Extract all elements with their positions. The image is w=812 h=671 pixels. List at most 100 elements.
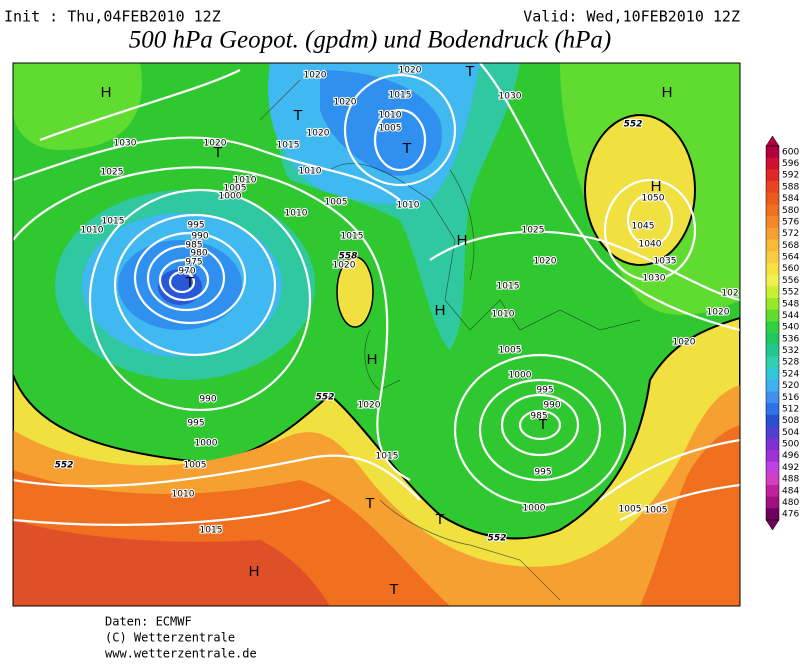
init-time: Init : Thu,04FEB2010 12Z — [4, 8, 221, 26]
colorbar-label: 484 — [782, 486, 799, 496]
isobar-label: 1030 — [643, 274, 666, 284]
isobar-label: 1010 — [492, 310, 515, 320]
colorbar-swatch — [766, 344, 779, 357]
isobar-label: 1005 — [645, 506, 668, 516]
colorbar-label: 500 — [782, 440, 799, 450]
colorbar-swatch — [766, 192, 779, 205]
footer-copyright: (C) Wetterzentrale — [105, 631, 235, 645]
contour-label: 552 — [488, 534, 507, 544]
isobar-label: 1020 — [358, 401, 381, 411]
isobar-label: 1025 — [522, 226, 545, 236]
colorbar-frame — [765, 145, 780, 521]
colorbar-label: 596 — [782, 159, 799, 169]
isobar-label: 1040 — [639, 240, 662, 250]
isobar-label: 1025 — [101, 168, 124, 178]
isobar-label: 1020 — [333, 261, 356, 271]
isobar-label: 1020 — [673, 338, 696, 348]
field-orange-east — [640, 425, 740, 606]
colorbar-label: 568 — [782, 241, 799, 251]
isobar-label: 995 — [536, 386, 553, 396]
contour-label: 552 — [624, 120, 643, 130]
valid-time: Valid: Wed,10FEB2010 12Z — [523, 8, 740, 26]
isobar-label: 1000 — [509, 371, 532, 381]
isobar-label: 1010 — [299, 167, 322, 177]
isobar-label: 985 — [530, 412, 547, 422]
isobar-label: 985 — [185, 241, 202, 251]
colorbar-swatch — [766, 461, 779, 474]
isobar-label: 1005 — [619, 505, 642, 515]
pressure-center: T — [213, 144, 222, 161]
colorbar-swatch — [766, 333, 779, 346]
colorbar-label: 492 — [782, 463, 799, 473]
colorbar-label: 552 — [782, 288, 799, 298]
isobar-label: 1010 — [81, 226, 104, 236]
colorbar-swatch — [766, 286, 779, 299]
isobar-label: 1000 — [523, 504, 546, 514]
isobar-label: 1015 — [376, 452, 399, 462]
colorbar-label: 540 — [782, 323, 799, 333]
colorbar-swatch — [766, 274, 779, 287]
colorbar-label: 600 — [782, 147, 799, 157]
colorbar-label: 548 — [782, 299, 799, 309]
isobar-label: 1015 — [200, 526, 223, 536]
isobar-label: 1020 — [399, 66, 422, 76]
field-lightgreen — [13, 63, 142, 150]
pressure-center: T — [185, 274, 194, 291]
pressure-center: T — [435, 511, 444, 528]
isobar-label: 1010 — [234, 176, 257, 186]
isobar-label: 1035 — [654, 257, 677, 267]
pressure-center: H — [457, 232, 468, 249]
isobar-label: 980 — [190, 249, 207, 259]
isobar-label: 1010 — [397, 201, 420, 211]
colorbar-label: 524 — [782, 369, 799, 379]
colorbar-label: 496 — [782, 451, 799, 461]
isobar-label: 990 — [191, 232, 208, 242]
colorbar-label: 480 — [782, 498, 799, 508]
isobar-label: 995 — [187, 419, 204, 429]
colorbar-swatch — [766, 496, 779, 509]
map-border — [12, 62, 741, 607]
colorbar-label: 528 — [782, 358, 799, 368]
isobar-label: 1045 — [632, 222, 655, 232]
isobar-label: 1020 — [334, 98, 357, 108]
isobar-label: 1005 — [325, 198, 348, 208]
colorbar: 6005965925885845805765725685645605565525… — [765, 135, 799, 531]
isobar-label: 1000 — [195, 439, 218, 449]
colorbar-swatch — [766, 473, 779, 486]
colorbar-swatch — [766, 391, 779, 404]
colorbar-swatch — [766, 449, 779, 463]
colorbar-swatch — [766, 297, 779, 311]
colorbar-label: 488 — [782, 475, 799, 485]
colorbar-swatch — [766, 262, 779, 276]
isobar-label: 995 — [187, 221, 204, 231]
colorbar-swatch — [766, 251, 779, 264]
isobar-label: 1005 — [224, 184, 247, 194]
colorbar-swatch — [766, 309, 779, 322]
isobar-label: 1020 — [534, 257, 557, 267]
isobar-label: 1020 — [304, 71, 327, 81]
colorbar-label: 532 — [782, 346, 799, 356]
colorbar-label: 572 — [782, 229, 799, 239]
pressure-center: H — [662, 84, 673, 101]
colorbar-label: 592 — [782, 171, 799, 181]
isobar-label: 1005 — [184, 461, 207, 471]
coastline — [259, 79, 641, 601]
pressure-center: H — [435, 302, 446, 319]
colorbar-label: 508 — [782, 416, 799, 426]
contour-label: 552 — [55, 461, 74, 471]
colorbar-swatch — [766, 403, 779, 416]
colorbar-swatch — [766, 157, 779, 170]
isobar-label: 1005 — [499, 346, 522, 356]
colorbar-tip-bottom — [765, 519, 780, 531]
colorbar-swatch — [766, 508, 779, 521]
pressure-center: T — [293, 107, 302, 124]
field-yellow-blob — [336, 256, 374, 328]
pressure-center: T — [389, 581, 398, 598]
pressure-center: T — [402, 140, 411, 157]
colorbar-label: 580 — [782, 206, 799, 216]
colorbar-tip-top — [765, 135, 780, 147]
isobar-label: 1015 — [389, 91, 412, 101]
contour-label: 558 — [339, 252, 358, 262]
colorbar-label: 512 — [782, 404, 799, 414]
